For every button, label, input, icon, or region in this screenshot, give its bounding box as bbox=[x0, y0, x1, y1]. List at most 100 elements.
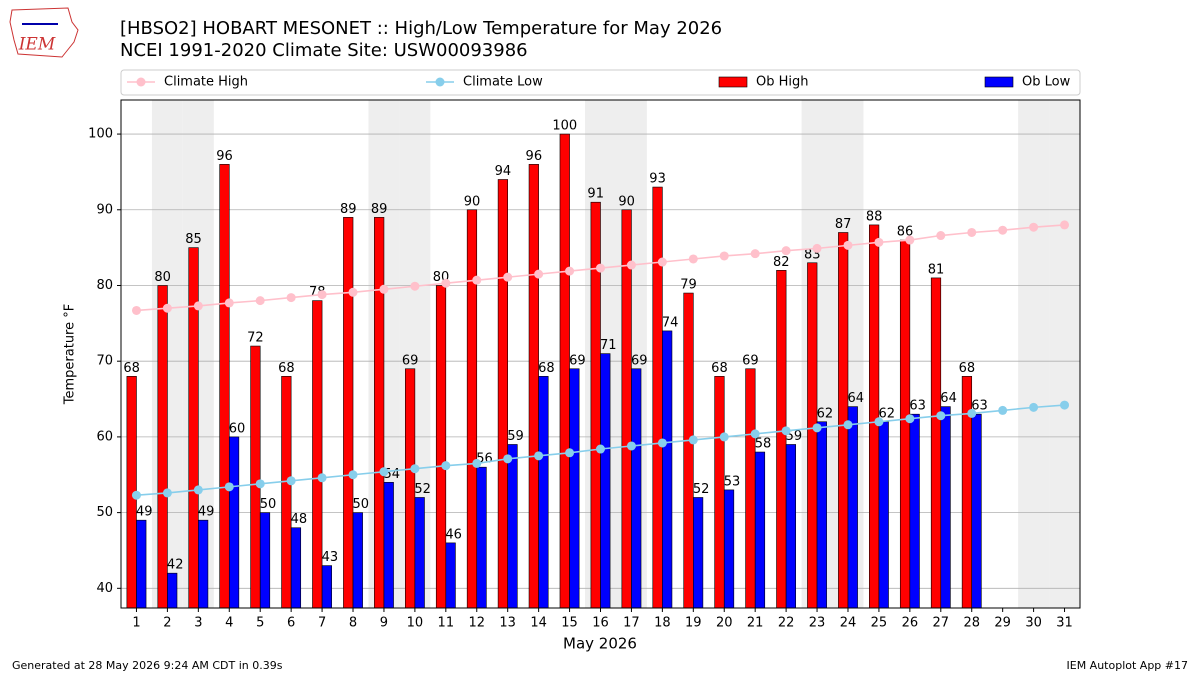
x-tick-label: 3 bbox=[194, 616, 202, 631]
bar bbox=[476, 466, 487, 609]
line-marker bbox=[843, 240, 853, 250]
line-marker bbox=[534, 269, 544, 279]
line-marker bbox=[162, 303, 172, 313]
bar bbox=[662, 330, 673, 609]
bar-label: 43 bbox=[322, 550, 339, 565]
line-marker bbox=[565, 266, 575, 276]
line-marker bbox=[596, 444, 605, 454]
bar-label: 88 bbox=[866, 209, 883, 224]
line-marker bbox=[1060, 400, 1070, 410]
bar bbox=[435, 285, 447, 609]
bar-label: 64 bbox=[940, 391, 957, 406]
bar-label: 59 bbox=[507, 429, 524, 444]
bar bbox=[507, 444, 518, 609]
line-marker bbox=[1029, 222, 1039, 232]
line-marker bbox=[286, 293, 296, 303]
bar bbox=[631, 368, 642, 609]
x-tick-label: 30 bbox=[1025, 616, 1042, 631]
line-marker bbox=[967, 227, 977, 237]
bar-label: 69 bbox=[402, 353, 419, 368]
line-marker bbox=[688, 254, 698, 264]
line-marker bbox=[626, 260, 636, 270]
bar bbox=[228, 436, 240, 609]
bar bbox=[167, 572, 178, 609]
line-marker bbox=[905, 414, 915, 424]
y-tick-label: 70 bbox=[96, 354, 113, 369]
x-tick-label: 1 bbox=[132, 616, 140, 631]
line-marker bbox=[874, 237, 884, 247]
line-marker bbox=[719, 432, 729, 442]
legend-label: Ob High bbox=[756, 75, 809, 90]
x-tick-label: 29 bbox=[994, 616, 1011, 631]
bar bbox=[785, 444, 797, 609]
weekend-band bbox=[1049, 100, 1080, 608]
bar bbox=[497, 179, 508, 609]
bar bbox=[899, 239, 911, 609]
line-marker bbox=[348, 287, 358, 297]
logo: IEM bbox=[9, 7, 79, 58]
bar bbox=[198, 519, 209, 609]
line-marker bbox=[410, 281, 420, 291]
bar bbox=[414, 497, 425, 609]
x-tick-label: 15 bbox=[561, 616, 578, 631]
chart-title: [HBSO2] HOBART MESONET :: High/Low Tempe… bbox=[120, 18, 722, 39]
x-tick-label: 13 bbox=[499, 616, 516, 631]
bar-label: 82 bbox=[773, 255, 790, 270]
bar-label: 62 bbox=[878, 406, 895, 421]
footer-right: IEM Autoplot App #17 bbox=[1067, 659, 1189, 672]
x-tick-label: 20 bbox=[716, 616, 733, 631]
bar bbox=[281, 376, 292, 609]
line-marker bbox=[193, 485, 203, 495]
line-marker bbox=[255, 296, 265, 306]
x-tick-label: 7 bbox=[318, 616, 326, 631]
line-marker bbox=[441, 278, 451, 288]
bar-label: 85 bbox=[185, 232, 202, 247]
bar bbox=[569, 368, 580, 609]
bar-label: 49 bbox=[136, 505, 153, 520]
bar-label: 50 bbox=[260, 497, 277, 512]
bar-label: 68 bbox=[278, 361, 295, 376]
bar bbox=[466, 209, 478, 609]
bar-label: 71 bbox=[600, 338, 617, 353]
line-marker bbox=[719, 251, 729, 261]
x-tick-label: 22 bbox=[778, 616, 795, 631]
bar bbox=[838, 232, 849, 609]
bar bbox=[652, 186, 663, 609]
bar-label: 69 bbox=[569, 353, 586, 368]
line-marker bbox=[162, 488, 172, 498]
line-marker bbox=[998, 225, 1008, 235]
x-tick-label: 28 bbox=[963, 616, 980, 631]
bar-label: 64 bbox=[848, 391, 865, 406]
x-tick-label: 18 bbox=[654, 616, 671, 631]
x-tick-label: 26 bbox=[902, 616, 919, 631]
line-marker bbox=[224, 298, 234, 308]
line-marker bbox=[596, 263, 605, 273]
line-marker bbox=[688, 435, 698, 445]
bar-label: 89 bbox=[371, 202, 388, 217]
legend-label: Climate High bbox=[164, 75, 248, 90]
bar-label: 62 bbox=[817, 406, 834, 421]
line-marker bbox=[1029, 402, 1039, 412]
y-tick-label: 40 bbox=[96, 581, 113, 596]
line-marker bbox=[626, 441, 636, 451]
line-marker bbox=[781, 426, 791, 436]
line-marker bbox=[812, 423, 822, 433]
bar-label: 87 bbox=[835, 217, 852, 232]
plot-frame bbox=[120, 99, 1081, 609]
legend-label: Ob Low bbox=[1022, 75, 1071, 90]
bar bbox=[343, 217, 354, 609]
line-marker bbox=[379, 467, 389, 477]
y-tick-label: 60 bbox=[96, 429, 113, 444]
line-marker bbox=[379, 284, 389, 294]
bar bbox=[909, 413, 920, 609]
line-marker bbox=[131, 305, 141, 315]
line-marker bbox=[750, 249, 760, 259]
bar-label: 46 bbox=[445, 527, 462, 542]
bar bbox=[374, 217, 385, 609]
line-marker bbox=[255, 479, 265, 489]
bar-label: 93 bbox=[649, 172, 666, 187]
bar-label: 68 bbox=[123, 361, 140, 376]
bar-label: 96 bbox=[216, 149, 233, 164]
line-marker bbox=[657, 438, 667, 448]
bar bbox=[219, 164, 230, 609]
